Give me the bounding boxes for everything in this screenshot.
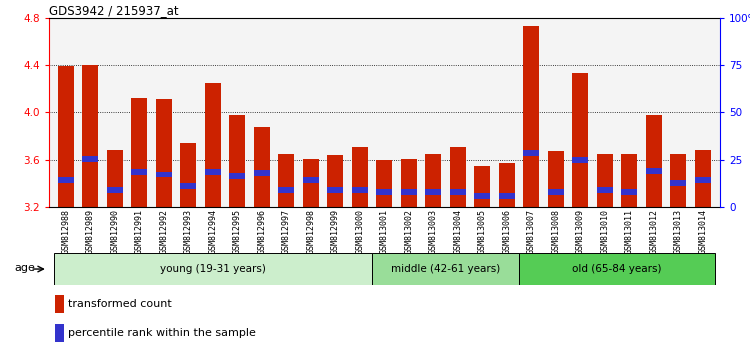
Bar bbox=[352, 187, 368, 193]
Bar bbox=[56, 295, 64, 313]
Bar bbox=[205, 83, 220, 207]
Bar bbox=[156, 172, 172, 177]
Bar bbox=[548, 189, 564, 195]
Bar bbox=[519, 253, 715, 285]
Bar bbox=[352, 147, 368, 207]
Bar bbox=[670, 154, 686, 207]
Bar bbox=[181, 183, 196, 189]
Bar bbox=[401, 189, 417, 195]
Bar bbox=[230, 173, 245, 179]
Text: GSM812994: GSM812994 bbox=[209, 210, 218, 255]
Text: GSM813000: GSM813000 bbox=[356, 210, 364, 255]
Text: GSM813004: GSM813004 bbox=[453, 210, 462, 255]
Text: GSM812992: GSM812992 bbox=[160, 210, 169, 255]
Bar bbox=[181, 143, 196, 207]
Bar bbox=[54, 253, 372, 285]
Text: GSM813010: GSM813010 bbox=[600, 210, 609, 255]
Bar bbox=[328, 155, 344, 207]
Text: GSM812998: GSM812998 bbox=[307, 210, 316, 255]
Bar bbox=[107, 150, 123, 207]
Text: middle (42-61 years): middle (42-61 years) bbox=[391, 264, 500, 274]
Bar bbox=[254, 127, 270, 207]
Bar bbox=[303, 159, 319, 207]
Bar bbox=[205, 169, 220, 175]
Bar bbox=[646, 115, 662, 207]
Text: GSM813001: GSM813001 bbox=[380, 210, 389, 255]
Bar bbox=[450, 189, 466, 195]
Bar bbox=[597, 187, 613, 193]
Bar bbox=[646, 168, 662, 174]
Bar bbox=[156, 99, 172, 207]
Bar bbox=[56, 324, 64, 342]
Bar bbox=[425, 189, 441, 195]
Text: GSM812999: GSM812999 bbox=[331, 210, 340, 255]
Bar bbox=[107, 187, 123, 193]
Bar bbox=[376, 160, 392, 207]
Text: young (19-31 years): young (19-31 years) bbox=[160, 264, 266, 274]
Bar bbox=[695, 177, 711, 183]
Text: GSM812996: GSM812996 bbox=[257, 210, 266, 255]
Text: GSM812995: GSM812995 bbox=[233, 210, 242, 255]
Text: GSM812988: GSM812988 bbox=[62, 210, 70, 255]
Bar bbox=[670, 180, 686, 186]
Bar bbox=[475, 166, 490, 207]
Text: GSM813003: GSM813003 bbox=[429, 210, 438, 255]
Bar bbox=[499, 163, 514, 207]
Text: GSM813005: GSM813005 bbox=[478, 210, 487, 255]
Bar bbox=[278, 187, 294, 193]
Bar bbox=[230, 115, 245, 207]
Text: GSM813006: GSM813006 bbox=[503, 210, 512, 255]
Bar bbox=[328, 187, 344, 193]
Bar bbox=[82, 65, 98, 207]
Bar bbox=[695, 150, 711, 207]
Text: GSM813011: GSM813011 bbox=[625, 210, 634, 255]
Bar bbox=[622, 154, 638, 207]
Bar bbox=[622, 189, 638, 195]
Text: percentile rank within the sample: percentile rank within the sample bbox=[68, 328, 256, 338]
Bar bbox=[401, 159, 417, 207]
Text: age: age bbox=[15, 263, 35, 273]
Bar bbox=[597, 154, 613, 207]
Text: GSM813012: GSM813012 bbox=[650, 210, 658, 255]
Text: GSM812991: GSM812991 bbox=[135, 210, 144, 255]
Text: GDS3942 / 215937_at: GDS3942 / 215937_at bbox=[49, 4, 178, 17]
Text: transformed count: transformed count bbox=[68, 299, 171, 309]
Text: GSM812997: GSM812997 bbox=[282, 210, 291, 255]
Bar bbox=[131, 169, 147, 175]
Bar bbox=[58, 66, 74, 207]
Bar bbox=[499, 193, 514, 199]
Text: GSM813008: GSM813008 bbox=[551, 210, 560, 255]
Bar bbox=[572, 73, 588, 207]
Bar bbox=[303, 177, 319, 183]
Bar bbox=[254, 170, 270, 176]
Bar bbox=[58, 177, 74, 183]
Text: old (65-84 years): old (65-84 years) bbox=[572, 264, 662, 274]
Text: GSM812989: GSM812989 bbox=[86, 210, 95, 255]
Bar bbox=[425, 154, 441, 207]
Text: GSM813014: GSM813014 bbox=[698, 210, 707, 255]
Bar bbox=[131, 98, 147, 207]
Text: GSM813007: GSM813007 bbox=[526, 210, 536, 255]
Bar bbox=[372, 253, 519, 285]
Text: GSM812990: GSM812990 bbox=[110, 210, 119, 255]
Bar bbox=[572, 158, 588, 163]
Bar bbox=[278, 154, 294, 207]
Bar bbox=[450, 147, 466, 207]
Text: GSM813009: GSM813009 bbox=[576, 210, 585, 255]
Bar bbox=[548, 152, 564, 207]
Bar bbox=[376, 189, 392, 195]
Text: GSM812993: GSM812993 bbox=[184, 210, 193, 255]
Text: GSM813002: GSM813002 bbox=[404, 210, 413, 255]
Bar bbox=[475, 193, 490, 199]
Text: GSM813013: GSM813013 bbox=[674, 210, 682, 255]
Bar bbox=[524, 150, 539, 156]
Bar bbox=[524, 26, 539, 207]
Bar bbox=[82, 156, 98, 162]
